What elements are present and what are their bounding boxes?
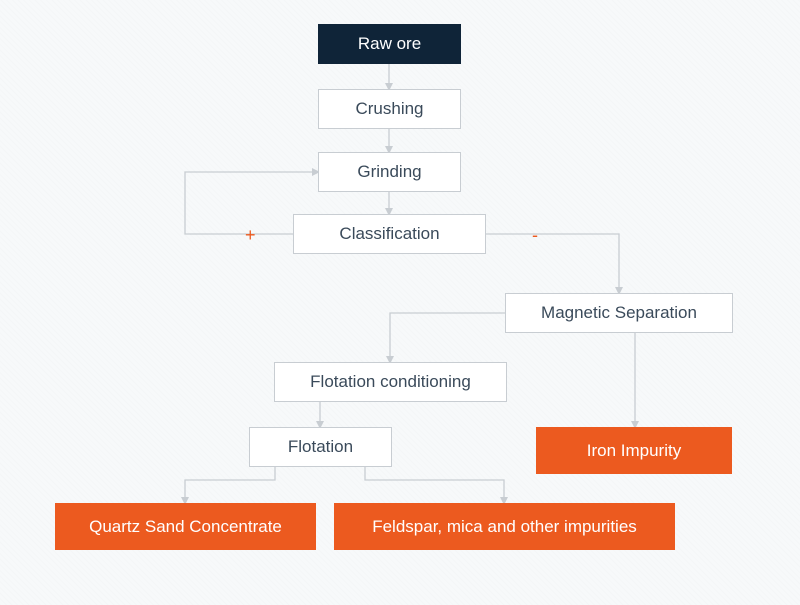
node-flot-cond: Flotation conditioning [274,362,507,402]
node-raw-ore: Raw ore [318,24,461,64]
node-label: Feldspar, mica and other impurities [372,517,637,537]
node-label: Crushing [355,99,423,119]
node-iron: Iron Impurity [536,427,732,474]
edge-class-minus-to-mag [486,234,619,293]
node-magnetic: Magnetic Separation [505,293,733,333]
edge-flot-to-feldspar [365,467,504,503]
node-crushing: Crushing [318,89,461,129]
node-quartz: Quartz Sand Concentrate [55,503,316,550]
edge-label-minus: - [532,225,538,246]
flowchart-canvas: Raw ore Crushing Grinding Classification… [0,0,800,605]
node-label: Flotation [288,437,353,457]
node-feldspar: Feldspar, mica and other impurities [334,503,675,550]
node-label: Iron Impurity [587,441,681,461]
edge-label-plus: + [245,225,256,246]
node-label: Classification [339,224,439,244]
node-label: Flotation conditioning [310,372,471,392]
node-flotation: Flotation [249,427,392,467]
node-classification: Classification [293,214,486,254]
edge-flot-to-quartz [185,467,275,503]
node-label: Magnetic Separation [541,303,697,323]
node-label: Quartz Sand Concentrate [89,517,282,537]
node-label: Raw ore [358,34,421,54]
node-grinding: Grinding [318,152,461,192]
node-label: Grinding [357,162,421,182]
